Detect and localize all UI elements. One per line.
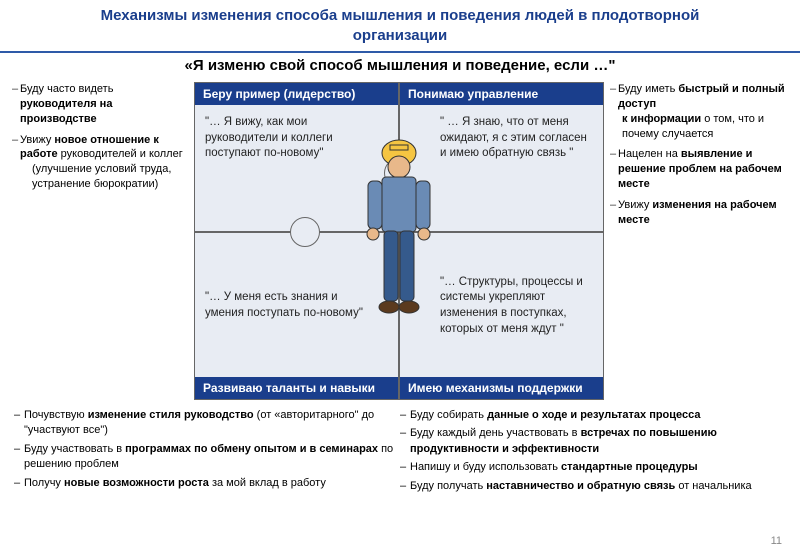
text: Буду иметь bbox=[618, 83, 678, 95]
text: изменение стиля руководство bbox=[88, 409, 257, 421]
piece-header: Развиваю таланты и навыки bbox=[195, 377, 398, 399]
text: новые возможности роста bbox=[64, 477, 212, 489]
text: Буду каждый день участвовать в bbox=[410, 427, 581, 439]
list-item: Буду получать наставничество и обратную … bbox=[400, 479, 786, 494]
text: к информации bbox=[622, 113, 704, 125]
text: наставничество и обратную связь bbox=[486, 480, 678, 492]
text: (улучшение условий труда, устранение бюр… bbox=[20, 162, 188, 192]
bottom-right-notes: Буду собирать данные о ходе и результата… bbox=[400, 408, 786, 497]
text: от начальника bbox=[678, 480, 751, 492]
text: Получу bbox=[24, 477, 64, 489]
subtitle: «Я изменю свой способ мышления и поведен… bbox=[0, 57, 800, 82]
list-item: Буду каждый день участвовать в встречах … bbox=[400, 426, 786, 457]
text: Буду участвовать в bbox=[24, 443, 125, 455]
list-item: Буду иметь быстрый и полный доступ к инф… bbox=[610, 82, 786, 141]
text: Буду собирать bbox=[410, 409, 487, 421]
piece-body: "… У меня есть знания и умения поступать… bbox=[205, 290, 363, 321]
text: Увижу bbox=[618, 199, 652, 211]
page-number: 11 bbox=[771, 535, 782, 547]
page-title: Механизмы изменения способа мышления и п… bbox=[0, 0, 800, 49]
text: руководителей и коллег bbox=[61, 148, 183, 160]
text: за мой вклад в работу bbox=[212, 477, 326, 489]
piece-body: "… Я вижу, как мои руководители и коллег… bbox=[195, 109, 373, 168]
piece-body: "… Структуры, процессы и системы укрепля… bbox=[440, 275, 593, 337]
list-item: Увижу изменения на рабочем месте bbox=[610, 198, 786, 228]
text: программах по обмену опытом и в семинара… bbox=[125, 443, 381, 455]
piece-header: Беру пример (лидерство) bbox=[195, 83, 398, 105]
piece-header: Имею механизмы поддержки bbox=[400, 377, 603, 399]
text: данные о ходе и результатах процесса bbox=[487, 409, 700, 421]
list-item: Увижу новое отношение к работе руководит… bbox=[12, 133, 188, 192]
list-item: Нацелен на выявление и решение проблем н… bbox=[610, 147, 786, 192]
text: Нацелен на bbox=[618, 148, 681, 160]
text: Почувствую bbox=[24, 409, 88, 421]
text: стандартные процедуры bbox=[561, 461, 698, 473]
list-item: Буду собирать данные о ходе и результата… bbox=[400, 408, 786, 423]
main-layout: Буду часто видеть руководителя на произв… bbox=[0, 82, 800, 400]
puzzle-diagram: Беру пример (лидерство) "… Я вижу, как м… bbox=[194, 82, 604, 400]
list-item: Буду участвовать в программах по обмену … bbox=[14, 442, 400, 473]
text: Буду получать bbox=[410, 480, 486, 492]
worker-icon bbox=[356, 131, 442, 331]
piece-body: " … Я знаю, что от меня ожидают, я с эти… bbox=[430, 109, 603, 168]
text: Буду часто видеть bbox=[20, 83, 113, 95]
piece-header: Понимаю управление bbox=[400, 83, 603, 105]
puzzle-knob bbox=[290, 217, 320, 247]
right-notes: Буду иметь быстрый и полный доступ к инф… bbox=[610, 82, 786, 400]
text: руководителя на производстве bbox=[20, 98, 112, 125]
left-notes: Буду часто видеть руководителя на произв… bbox=[12, 82, 188, 400]
list-item: Напишу и буду использовать стандартные п… bbox=[400, 460, 786, 475]
text: Напишу и буду использовать bbox=[410, 461, 561, 473]
text: Увижу bbox=[20, 134, 54, 146]
bottom-left-notes: Почувствую изменение стиля руководство (… bbox=[14, 408, 400, 497]
list-item: Почувствую изменение стиля руководство (… bbox=[14, 408, 400, 439]
separator bbox=[0, 51, 800, 53]
bottom-notes: Почувствую изменение стиля руководство (… bbox=[0, 400, 800, 497]
list-item: Буду часто видеть руководителя на произв… bbox=[12, 82, 188, 127]
list-item: Получу новые возможности роста за мой вк… bbox=[14, 476, 400, 491]
